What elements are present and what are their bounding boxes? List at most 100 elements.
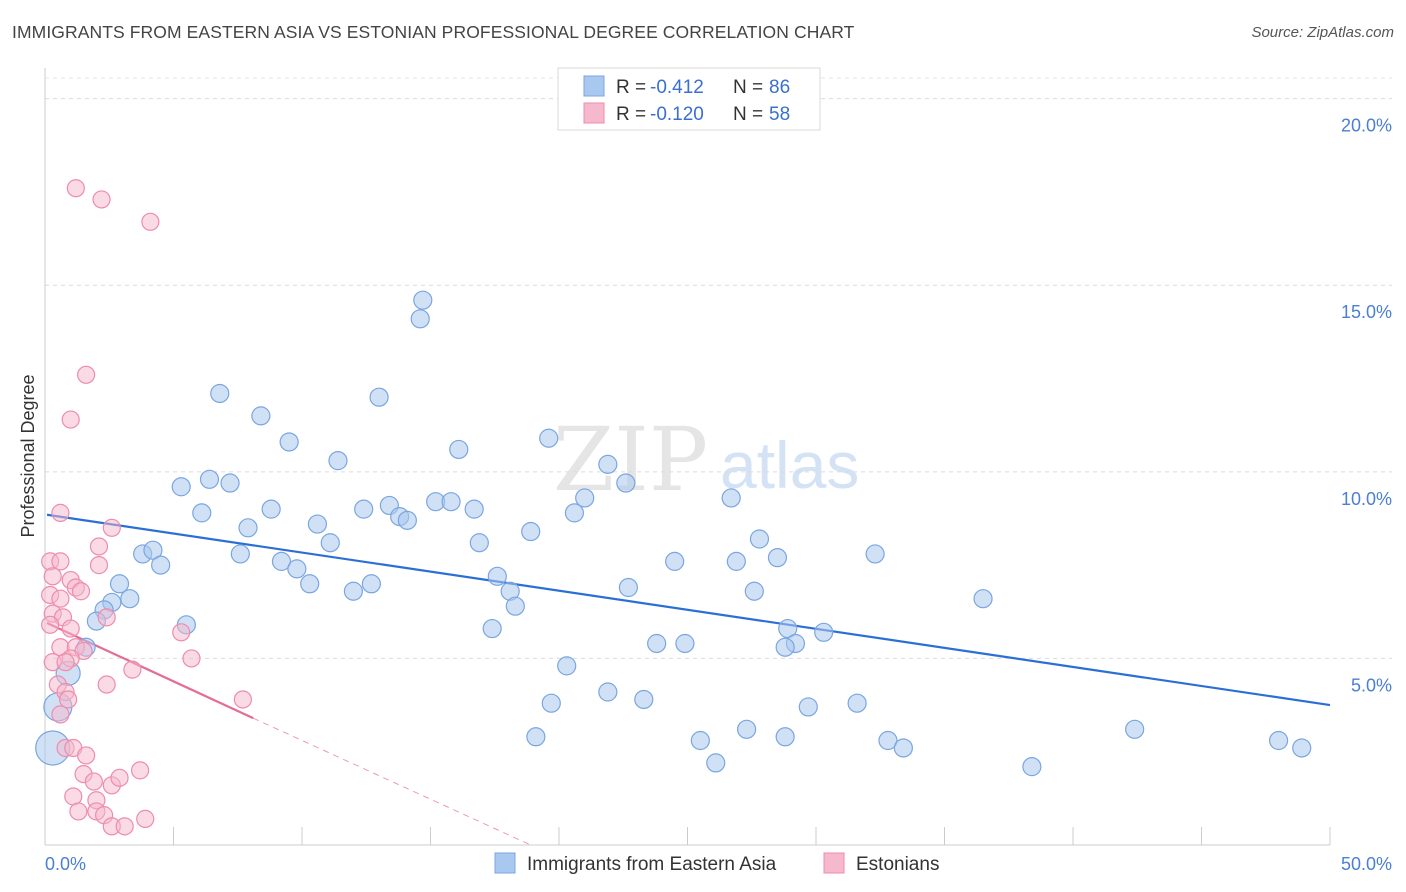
data-point-immigrants (767, 548, 788, 568)
data-point-estonians (182, 649, 201, 668)
data-point-immigrants (598, 454, 618, 474)
data-point-estonians (77, 746, 96, 765)
data-point-immigrants (775, 637, 795, 657)
data-point-estonians (97, 675, 116, 694)
data-point-immigrants (279, 432, 299, 452)
y-tick-label: 20.0% (1341, 116, 1392, 136)
data-point-estonians (130, 761, 150, 780)
trend-lines (46, 513, 1331, 846)
data-point-immigrants (647, 633, 667, 654)
legend-r-label-1: R = (616, 77, 646, 98)
trend-line-estonians (46, 621, 254, 720)
data-point-immigrants (151, 555, 171, 575)
data-point-estonians (51, 552, 70, 571)
data-point-immigrants (706, 753, 726, 773)
data-point-immigrants (634, 689, 654, 710)
data-point-estonians (66, 179, 85, 198)
x-tick-label-max: 50.0% (1341, 854, 1392, 874)
data-point-immigrants (847, 693, 867, 713)
chart-title: IMMIGRANTS FROM EASTERN ASIA VS ESTONIAN… (12, 22, 855, 42)
y-tick-labels: 5.0% 10.0% 15.0% 20.0% (1341, 116, 1392, 696)
data-point-estonians (123, 660, 142, 679)
watermark-atlas: atlas (720, 428, 859, 502)
gridlines (45, 77, 1392, 659)
data-point-immigrants (397, 510, 417, 530)
x-tick-labels: 0.0% 50.0% (45, 854, 1392, 874)
data-point-immigrants (220, 473, 240, 493)
data-point-estonians (69, 802, 88, 821)
bottom-legend-swatch-blue (494, 852, 516, 874)
data-point-immigrants (171, 477, 191, 497)
y-tick-label: 15.0% (1341, 302, 1392, 322)
data-point-estonians (51, 503, 70, 522)
data-point-immigrants (893, 738, 913, 758)
data-point-immigrants (878, 730, 898, 751)
data-point-immigrants (598, 682, 618, 702)
trend-line-estonians-extrapolated (252, 717, 531, 846)
data-point-immigrants (369, 387, 389, 407)
data-point-immigrants (328, 451, 348, 471)
legend-r-label-2: R = (616, 104, 646, 125)
legend-n-value-1: 86 (769, 77, 790, 98)
data-point-estonians (141, 212, 160, 231)
data-point-estonians (61, 410, 80, 429)
data-point-immigrants (726, 551, 746, 571)
data-point-immigrants (1022, 757, 1042, 777)
data-point-estonians (84, 772, 103, 791)
series-estonians-points (41, 179, 252, 836)
legend-r-value-2: -0.120 (650, 104, 704, 125)
data-point-immigrants (482, 618, 502, 639)
data-point-immigrants (143, 540, 163, 560)
data-point-immigrants (343, 581, 363, 601)
data-point-immigrants (675, 633, 695, 654)
data-point-estonians (97, 608, 116, 627)
data-point-immigrants (199, 469, 220, 489)
data-point-immigrants (744, 581, 764, 601)
bottom-legend: Immigrants from Eastern Asia Estonians (494, 852, 939, 875)
data-point-estonians (172, 623, 191, 642)
data-point-immigrants (307, 514, 328, 534)
legend-swatch-pink (583, 102, 605, 124)
data-point-immigrants (539, 428, 559, 448)
data-point-immigrants (1292, 738, 1312, 758)
data-point-immigrants (192, 503, 212, 523)
data-point-immigrants (973, 589, 993, 609)
bottom-legend-label-estonians: Estonians (856, 854, 939, 875)
axes (44, 68, 1331, 846)
legend-swatch-blue (583, 75, 605, 97)
data-point-immigrants (749, 529, 770, 549)
data-point-immigrants (505, 596, 525, 616)
data-point-estonians (89, 556, 109, 575)
data-point-immigrants (469, 533, 489, 553)
bottom-legend-swatch-pink (823, 852, 845, 874)
data-point-estonians (41, 615, 60, 634)
data-point-immigrants (778, 618, 798, 639)
data-point-estonians (233, 690, 252, 709)
data-point-immigrants (665, 551, 685, 571)
data-point-immigrants (413, 290, 433, 310)
data-point-immigrants (690, 730, 710, 751)
data-point-estonians (136, 809, 155, 828)
data-point-estonians (51, 705, 70, 724)
source-credit: Source: ZipAtlas.com (1251, 24, 1394, 41)
data-point-immigrants (354, 499, 374, 519)
bottom-legend-label-immigrants: Immigrants from Eastern Asia (527, 854, 777, 875)
data-point-immigrants (261, 499, 281, 519)
legend-r-value-1: -0.412 (650, 77, 704, 98)
data-point-estonians (89, 537, 109, 556)
series-immigrants-points (35, 290, 1312, 777)
data-point-immigrants (737, 719, 757, 739)
y-tick-label: 5.0% (1351, 675, 1392, 695)
data-point-immigrants (410, 309, 430, 329)
trend-line-immigrants (46, 513, 1331, 707)
legend-n-label-1: N = (733, 77, 763, 98)
data-point-immigrants (320, 533, 340, 553)
data-point-estonians (59, 690, 78, 709)
data-point-immigrants (271, 551, 292, 571)
data-point-immigrants (120, 589, 140, 609)
data-point-immigrants (361, 574, 381, 594)
y-tick-label: 10.0% (1341, 489, 1392, 509)
data-point-estonians (102, 518, 121, 537)
data-point-immigrants (564, 503, 585, 523)
